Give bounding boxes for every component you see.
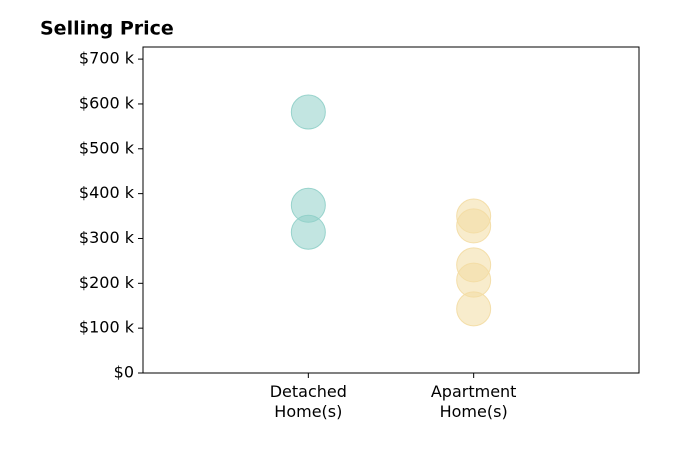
point — [290, 214, 326, 250]
y-tick-label: $300 k — [79, 228, 135, 247]
y-tick-label: $100 k — [79, 318, 135, 337]
chart-title: Selling Price — [40, 18, 174, 40]
x-tick-label: Detached Home(s) — [269, 382, 347, 421]
y-tick-label: $700 k — [79, 49, 135, 68]
y-tick-label: $500 k — [79, 138, 135, 157]
point — [290, 94, 326, 130]
y-tick-label: $400 k — [79, 183, 135, 202]
y-tick-label: $200 k — [79, 273, 135, 292]
point — [456, 291, 492, 327]
point — [456, 208, 492, 244]
y-tick-label: $0 — [114, 363, 134, 382]
plot-frame — [142, 46, 640, 374]
y-tick-label: $600 k — [79, 93, 135, 112]
x-tick-label: Apartment Home(s) — [430, 382, 517, 421]
